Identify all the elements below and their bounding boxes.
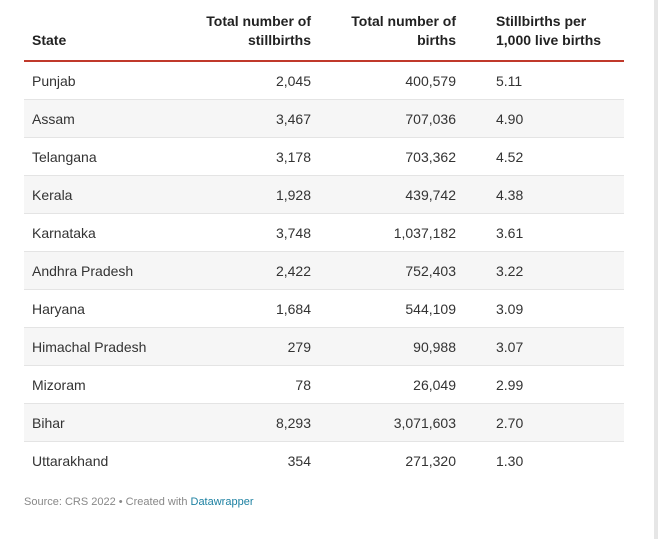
column-header-births-line1: Total number of: [351, 13, 456, 29]
table-row: Andhra Pradesh 2,422 752,403 3.22: [24, 251, 624, 290]
cell-stillbirths: 3,748: [184, 213, 327, 252]
cell-rate: 3.61: [472, 213, 624, 252]
cell-rate: 1.30: [496, 452, 524, 469]
cell-rate: 3.09: [472, 289, 624, 328]
cell-stillbirths: 1,684: [184, 289, 327, 328]
cell-stillbirths: 3,467: [184, 99, 327, 138]
table-row: Karnataka 3,748 1,037,182 3.61: [24, 213, 624, 252]
column-header-births[interactable]: Total number of births: [327, 8, 472, 62]
scrollbar-track: [654, 0, 658, 539]
column-header-rate[interactable]: Stillbirths per 1,000 live births: [472, 8, 624, 62]
cell-stillbirths: 354: [287, 452, 311, 469]
source-footer: Source: CRS 2022 • Created with Datawrap…: [24, 496, 253, 508]
source-text: Source: CRS 2022 • Created with: [24, 496, 191, 508]
column-header-rate-line1: Stillbirths per: [496, 13, 587, 29]
cell-births: 3,071,603: [327, 403, 472, 442]
column-header-stillbirths-line1: Total number of: [206, 13, 311, 29]
cell-state: Mizoram: [24, 365, 184, 404]
column-header-state-label: State: [32, 32, 67, 48]
table-row: Telangana 3,178 703,362 4.52: [24, 137, 624, 176]
cell-births: 400,579: [327, 61, 472, 100]
cell-births: 90,988: [327, 327, 472, 366]
cell-rate: 3.07: [472, 327, 624, 366]
cell-stillbirths: 2,422: [184, 251, 327, 290]
cell-births: 544,109: [327, 289, 472, 328]
column-header-state[interactable]: State: [24, 8, 184, 62]
table-row: Uttarakhand 354 271,320 1.30: [24, 442, 624, 480]
cell-births: 707,036: [327, 99, 472, 138]
column-header-stillbirths-line2: stillbirths: [247, 32, 311, 48]
table-row: Bihar 8,293 3,071,603 2.70: [24, 403, 624, 442]
column-header-stillbirths[interactable]: Total number of stillbirths: [184, 8, 327, 62]
cell-state: Telangana: [24, 137, 184, 176]
cell-births: 271,320: [405, 452, 456, 469]
cell-state: Haryana: [24, 289, 184, 328]
cell-rate: 4.38: [472, 175, 624, 214]
cell-state: Karnataka: [24, 213, 184, 252]
cell-births: 752,403: [327, 251, 472, 290]
stillbirths-table: State Total number of stillbirths Total …: [24, 8, 624, 479]
cell-state: Bihar: [24, 403, 184, 442]
cell-births: 26,049: [327, 365, 472, 404]
cell-stillbirths: 8,293: [184, 403, 327, 442]
column-header-rate-line2: 1,000 live births: [496, 32, 602, 48]
cell-stillbirths: 2,045: [184, 61, 327, 100]
header-row: State Total number of stillbirths Total …: [24, 8, 624, 62]
cell-state: Himachal Pradesh: [24, 327, 184, 366]
cell-stillbirths: 279: [184, 327, 327, 366]
cell-stillbirths: 1,928: [184, 175, 327, 214]
table-row: Punjab 2,045 400,579 5.11: [24, 61, 624, 100]
cell-births: 439,742: [327, 175, 472, 214]
cell-stillbirths: 78: [184, 365, 327, 404]
cell-rate: 4.90: [472, 99, 624, 138]
table-header: State Total number of stillbirths Total …: [24, 8, 624, 62]
column-header-births-line2: births: [417, 32, 456, 48]
table-row: Haryana 1,684 544,109 3.09: [24, 289, 624, 328]
cell-state: Kerala: [24, 175, 184, 214]
table-row: Mizoram 78 26,049 2.99: [24, 365, 624, 404]
cell-state: Assam: [24, 99, 184, 138]
table-row: Kerala 1,928 439,742 4.38: [24, 175, 624, 214]
cell-rate: 4.52: [472, 137, 624, 176]
cell-rate: 5.11: [472, 61, 624, 100]
table-row: Himachal Pradesh 279 90,988 3.07: [24, 327, 624, 366]
table-body: Punjab 2,045 400,579 5.11 Assam 3,467 70…: [24, 61, 624, 479]
cell-state: Punjab: [24, 61, 184, 100]
cell-births: 1,037,182: [327, 213, 472, 252]
table-row: Assam 3,467 707,036 4.90: [24, 99, 624, 138]
datawrapper-link[interactable]: Datawrapper: [190, 496, 254, 508]
stillbirths-table-container: State Total number of stillbirths Total …: [24, 8, 624, 479]
cell-rate: 2.70: [472, 403, 624, 442]
cell-rate: 2.99: [472, 365, 624, 404]
cell-state: Uttarakhand: [32, 452, 109, 469]
cell-state: Andhra Pradesh: [24, 251, 184, 290]
cell-births: 703,362: [327, 137, 472, 176]
cell-stillbirths: 3,178: [184, 137, 327, 176]
cell-rate: 3.22: [472, 251, 624, 290]
